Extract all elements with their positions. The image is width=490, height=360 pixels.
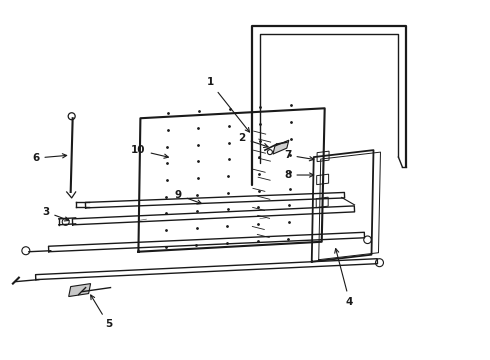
Polygon shape [273, 140, 289, 154]
Text: 4: 4 [335, 249, 353, 306]
Text: 7: 7 [284, 150, 314, 161]
Polygon shape [69, 284, 91, 297]
Text: 8: 8 [284, 170, 314, 180]
Text: 5: 5 [91, 295, 112, 329]
Text: 9: 9 [175, 190, 201, 204]
Text: 2: 2 [239, 133, 268, 148]
Text: 3: 3 [42, 207, 69, 221]
Text: 1: 1 [206, 77, 249, 132]
Text: 6: 6 [32, 153, 67, 163]
Text: 10: 10 [131, 145, 169, 158]
